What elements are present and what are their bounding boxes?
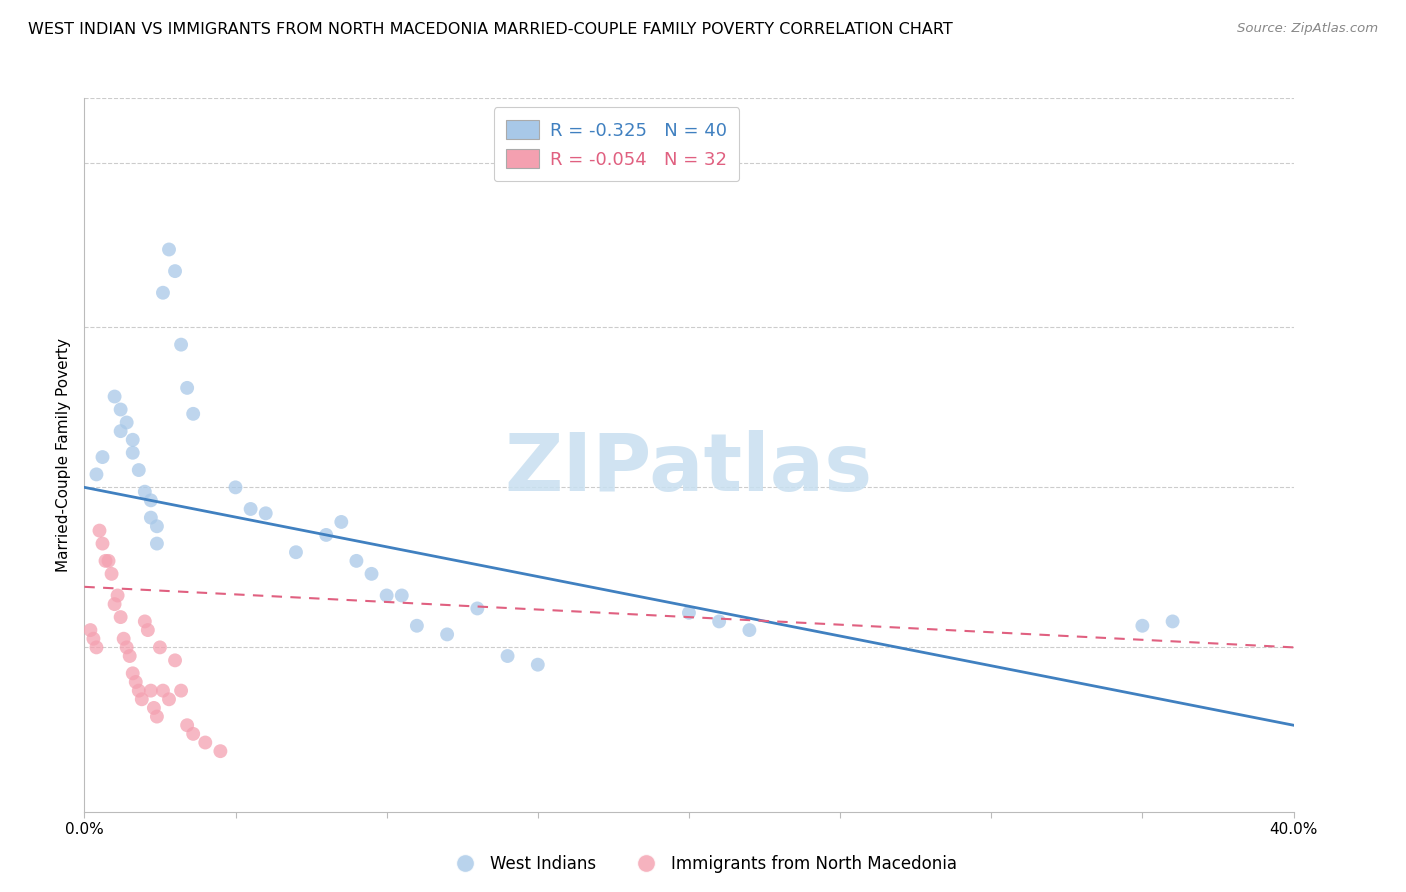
Point: [89, 524, 111, 538]
Point: [104, 597, 127, 611]
Point: [125, 675, 148, 690]
Point: [139, 683, 162, 698]
Point: [115, 416, 138, 430]
Point: [91, 536, 114, 550]
Point: [107, 589, 129, 603]
Point: [134, 484, 156, 499]
Point: [194, 735, 217, 749]
Point: [121, 433, 143, 447]
Point: [346, 554, 368, 568]
Point: [239, 502, 262, 516]
Point: [149, 640, 172, 655]
Point: [86, 640, 108, 655]
Point: [225, 480, 247, 494]
Point: [100, 566, 122, 581]
Point: [315, 528, 337, 542]
Point: [209, 744, 232, 758]
Point: [110, 610, 132, 624]
Point: [157, 243, 180, 257]
Point: [467, 601, 489, 615]
Point: [134, 615, 156, 629]
Point: [112, 632, 135, 646]
Point: [678, 606, 700, 620]
Point: [360, 566, 382, 581]
Point: [406, 619, 429, 633]
Point: [436, 627, 458, 641]
Point: [330, 515, 353, 529]
Point: [254, 506, 277, 520]
Point: [170, 683, 193, 698]
Point: [163, 264, 186, 278]
Point: [146, 709, 169, 723]
Text: WEST INDIAN VS IMMIGRANTS FROM NORTH MACEDONIA MARRIED-COUPLE FAMILY POVERTY COR: WEST INDIAN VS IMMIGRANTS FROM NORTH MAC…: [28, 22, 953, 37]
Point: [181, 727, 204, 741]
Point: [118, 648, 141, 663]
Point: [121, 666, 143, 681]
Text: Source: ZipAtlas.com: Source: ZipAtlas.com: [1237, 22, 1378, 36]
Point: [391, 589, 413, 603]
Y-axis label: Married-Couple Family Poverty: Married-Couple Family Poverty: [56, 338, 72, 572]
Point: [709, 615, 731, 629]
Point: [146, 536, 169, 550]
Point: [128, 463, 150, 477]
Point: [94, 554, 117, 568]
Point: [139, 510, 162, 524]
Point: [121, 446, 143, 460]
Point: [163, 653, 186, 667]
Point: [146, 519, 169, 533]
Point: [136, 623, 159, 637]
Point: [152, 285, 174, 300]
Point: [142, 701, 165, 715]
Point: [110, 402, 132, 417]
Point: [176, 718, 198, 732]
Point: [115, 640, 138, 655]
Point: [97, 554, 120, 568]
Point: [526, 657, 548, 672]
Point: [128, 683, 150, 698]
Point: [1161, 615, 1184, 629]
Point: [110, 424, 132, 438]
Point: [375, 589, 398, 603]
Point: [152, 683, 174, 698]
Point: [157, 692, 180, 706]
Point: [79, 623, 101, 637]
Point: [170, 337, 193, 351]
Point: [181, 407, 204, 421]
Point: [104, 390, 127, 404]
Point: [86, 467, 108, 482]
Point: [82, 632, 104, 646]
Point: [131, 692, 153, 706]
Point: [139, 493, 162, 508]
Point: [91, 450, 114, 464]
Point: [176, 381, 198, 395]
Legend: West Indians, Immigrants from North Macedonia: West Indians, Immigrants from North Mace…: [441, 848, 965, 880]
Text: ZIPatlas: ZIPatlas: [505, 430, 873, 508]
Point: [496, 648, 519, 663]
Point: [738, 623, 761, 637]
Point: [284, 545, 308, 559]
Point: [1130, 619, 1153, 633]
Legend: R = -0.325   N = 40, R = -0.054   N = 32: R = -0.325 N = 40, R = -0.054 N = 32: [494, 107, 740, 181]
